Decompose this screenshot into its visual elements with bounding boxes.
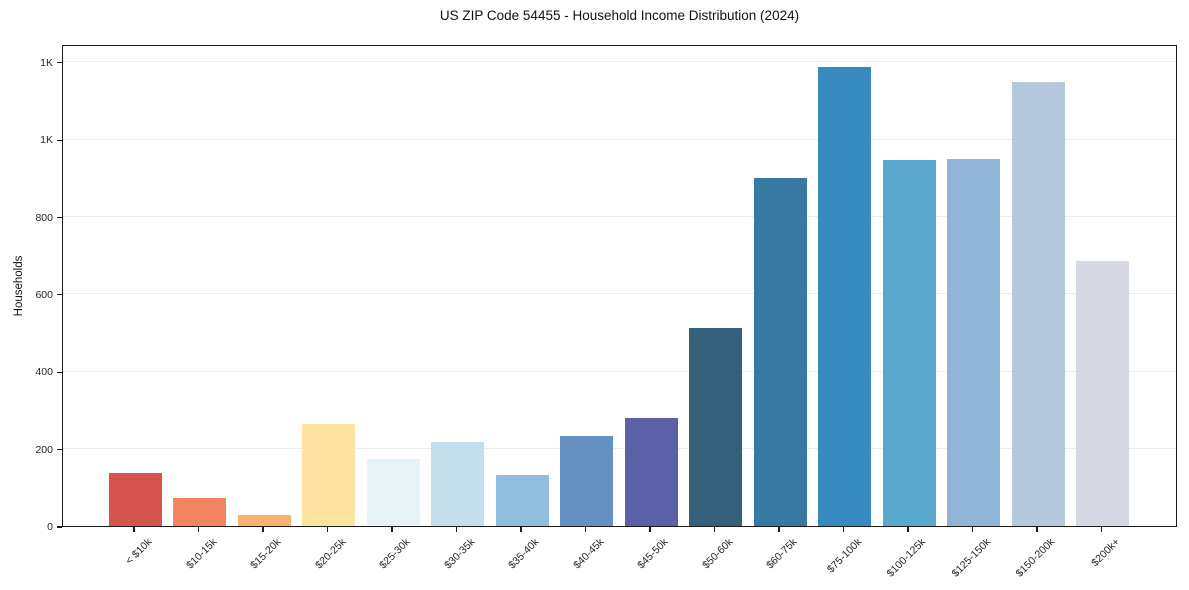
y-tick-mark bbox=[57, 371, 62, 373]
gridline bbox=[63, 61, 1176, 63]
x-tick-label: $10-15k bbox=[183, 536, 219, 572]
bar bbox=[495, 474, 549, 526]
bar bbox=[818, 66, 871, 526]
x-tick-mark bbox=[262, 527, 264, 532]
x-tick-mark bbox=[842, 527, 845, 532]
y-tick-mark bbox=[57, 526, 62, 528]
x-tick-label: $150-200k bbox=[1013, 536, 1058, 580]
x-tick-label: $20-25k bbox=[312, 536, 348, 572]
bar bbox=[560, 436, 613, 526]
x-tick-mark bbox=[1036, 527, 1038, 532]
gridline bbox=[63, 370, 1176, 372]
bar bbox=[431, 442, 484, 526]
bar bbox=[689, 327, 742, 526]
x-tick-mark bbox=[778, 527, 780, 532]
bar bbox=[173, 498, 226, 526]
bar bbox=[947, 158, 1000, 526]
y-tick-mark bbox=[57, 449, 62, 451]
x-tick-mark bbox=[907, 527, 909, 532]
gridline bbox=[63, 293, 1176, 295]
chart-title: US ZIP Code 54455 - Household Income Dis… bbox=[439, 8, 800, 23]
x-tick-label: $60-75k bbox=[764, 536, 800, 572]
y-tick-mark bbox=[57, 216, 62, 219]
x-tick-mark bbox=[391, 527, 393, 532]
x-tick-mark bbox=[713, 527, 716, 532]
y-tick-mark bbox=[57, 62, 62, 64]
bar bbox=[624, 418, 678, 526]
x-tick-mark bbox=[1100, 527, 1103, 532]
bar bbox=[108, 473, 162, 526]
y-tick-label: 400 bbox=[35, 366, 53, 379]
y-tick-label: 0 bbox=[47, 521, 53, 533]
x-tick-mark bbox=[971, 527, 974, 532]
y-tick-label: 1K bbox=[40, 56, 53, 69]
x-tick-mark bbox=[520, 527, 522, 532]
x-tick-mark bbox=[133, 527, 135, 532]
y-tick-label: 1K bbox=[40, 134, 53, 147]
bar bbox=[237, 515, 291, 526]
x-tick-label: $35-40k bbox=[506, 536, 542, 572]
x-tick-label: $25-30k bbox=[377, 536, 413, 572]
x-tick-mark bbox=[326, 527, 329, 532]
bar bbox=[366, 459, 420, 526]
gridline bbox=[63, 448, 1176, 450]
x-tick-label: $75-100k bbox=[824, 536, 864, 576]
gridline bbox=[63, 216, 1176, 218]
x-tick-mark bbox=[584, 527, 587, 532]
x-tick-label: < $10k bbox=[123, 536, 155, 567]
y-tick-label: 200 bbox=[35, 443, 53, 456]
y-tick-mark bbox=[57, 139, 62, 141]
gridline bbox=[63, 138, 1176, 140]
x-tick-label: $15-20k bbox=[248, 536, 284, 572]
x-tick-mark bbox=[649, 527, 651, 532]
x-tick-label: $200k+ bbox=[1088, 536, 1122, 570]
x-tick-label: $40-45k bbox=[570, 536, 606, 572]
x-tick-label: $45-50k bbox=[635, 536, 671, 572]
bar bbox=[753, 177, 807, 526]
bar bbox=[1076, 260, 1129, 526]
x-tick-label: $30-35k bbox=[441, 536, 477, 572]
x-tick-label: $50-60k bbox=[699, 536, 735, 572]
x-tick-mark bbox=[455, 527, 458, 532]
y-tick-label: 800 bbox=[35, 211, 53, 224]
x-tick-mark bbox=[197, 527, 200, 532]
bar bbox=[882, 160, 936, 526]
plot-area bbox=[62, 45, 1177, 527]
x-tick-label: $125-150k bbox=[949, 536, 993, 580]
y-tick-mark bbox=[57, 294, 62, 296]
bar bbox=[1011, 82, 1065, 526]
y-tick-label: 600 bbox=[35, 288, 53, 301]
y-axis-label: Households bbox=[13, 255, 25, 317]
x-tick-label: $100-125k bbox=[884, 536, 929, 580]
bar bbox=[302, 423, 355, 526]
